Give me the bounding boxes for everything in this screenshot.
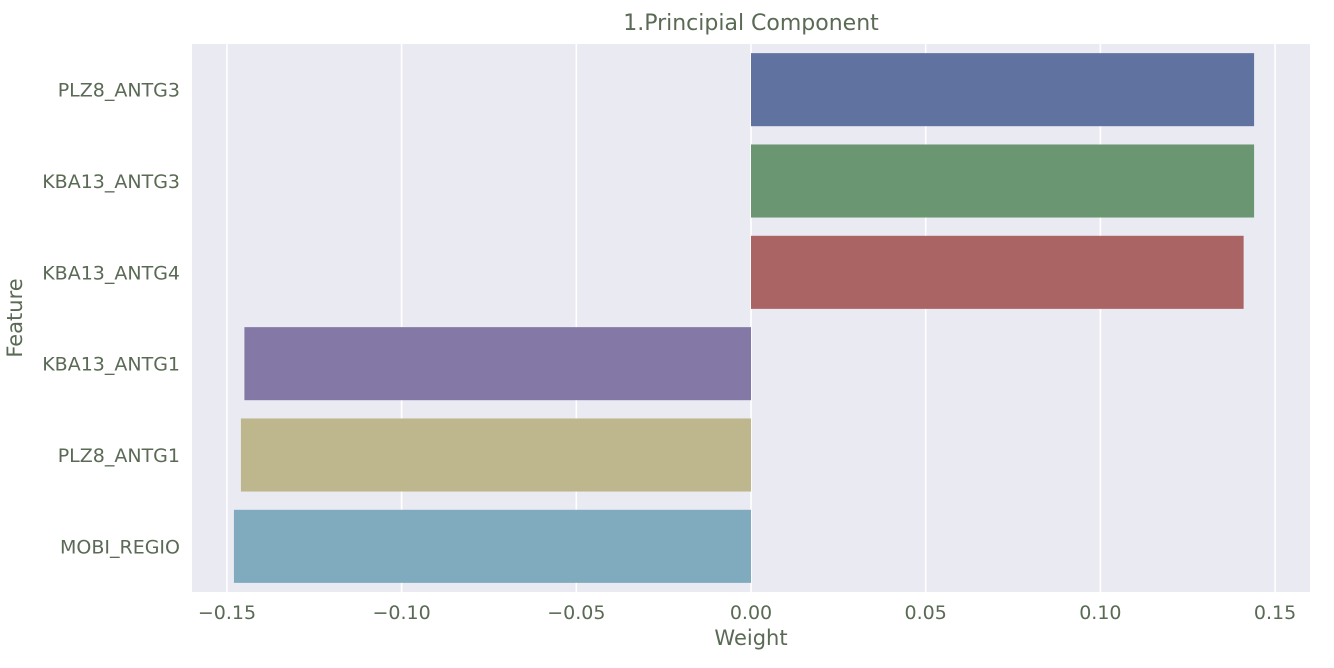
y-tick-label: KBA13_ANTG3 <box>42 171 180 193</box>
bar <box>751 235 1244 309</box>
bar <box>244 327 751 401</box>
bar <box>240 418 751 492</box>
y-tick-label: KBA13_ANTG4 <box>42 262 180 284</box>
bar <box>751 144 1255 218</box>
x-tick-label: −0.05 <box>547 602 605 624</box>
x-tick-label: −0.10 <box>373 602 431 624</box>
y-tick-label: PLZ8_ANTG1 <box>58 445 180 467</box>
y-axis-title: Feature <box>3 278 27 357</box>
y-tick-label: KBA13_ANTG1 <box>42 354 180 376</box>
x-tick-label: 0.05 <box>905 602 947 624</box>
bars <box>233 53 1255 583</box>
y-tick-label: MOBI_REGIO <box>60 536 180 558</box>
y-tick-labels: PLZ8_ANTG3 KBA13_ANTG3 KBA13_ANTG4 KBA13_AN… <box>42 80 180 559</box>
x-tick-labels: −0.15 −0.10 −0.05 0.00 0.05 0.10 0.15 <box>198 602 1296 624</box>
x-tick-label: −0.15 <box>198 602 256 624</box>
bar <box>751 53 1255 127</box>
y-tick-label: PLZ8_ANTG3 <box>58 80 180 102</box>
bar <box>233 509 752 583</box>
x-tick-label: 0.00 <box>730 602 772 624</box>
x-tick-label: 0.15 <box>1254 602 1296 624</box>
x-tick-label: 0.10 <box>1079 602 1121 624</box>
x-axis-title: Weight <box>714 626 787 650</box>
grid-lines <box>226 44 1276 592</box>
chart-title: 1.Principial Component <box>623 11 879 36</box>
